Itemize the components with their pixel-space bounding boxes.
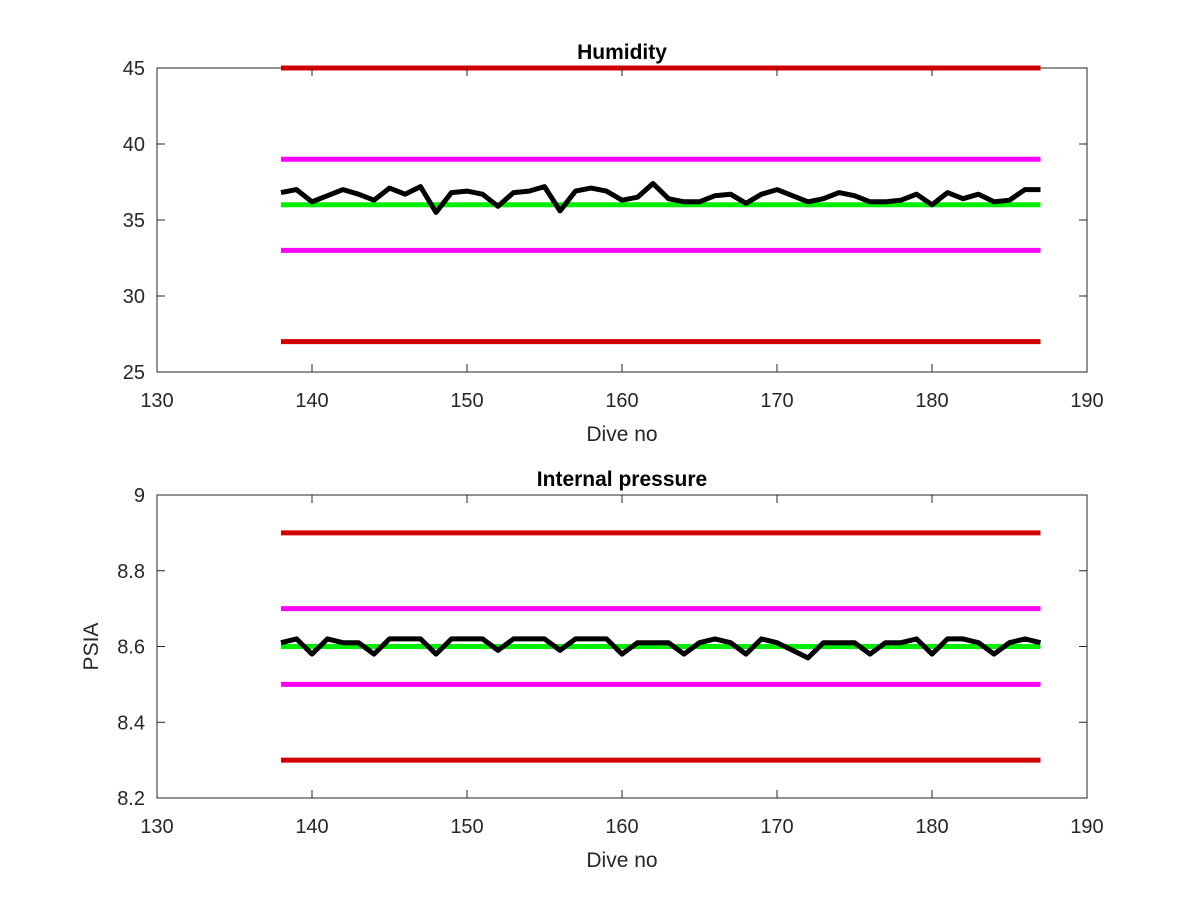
y-tick-label: 8.4 [117,712,145,734]
x-tick-label: 180 [915,390,948,412]
x-tick-label: 170 [760,390,793,412]
y-tick-label: 40 [123,134,145,156]
x-tick-label: 140 [295,816,328,838]
x-tick-label: 190 [1070,390,1103,412]
x-tick-label: 190 [1070,816,1103,838]
x-tick-label: 130 [140,390,173,412]
x-tick-label: 160 [605,390,638,412]
x-tick-label: 160 [605,816,638,838]
y-tick-label: 8.6 [117,637,145,659]
series-line [280,636,1042,661]
humidity-chart: 130 140 150 160 170 180 190 25 30 35 40 45 Humidity D… [123,41,1104,446]
x-tick-label: 130 [140,816,173,838]
y-tick-label: 8.2 [117,788,145,810]
internal-pressure-chart: 130 140 150 160 170 180 190 8.2 8.4 8.6 8.8 9 Intern… [80,468,1104,872]
series-line [280,181,1041,215]
x-axis-label: Dive no [586,849,657,872]
x-tick-label: 150 [450,816,483,838]
x-tick-label: 180 [915,816,948,838]
chart-title: Internal pressure [537,468,707,491]
y-tick-label: 35 [123,210,145,232]
x-tick-label: 140 [295,390,328,412]
y-tick-label: 45 [123,58,145,80]
chart-title: Humidity [577,41,667,64]
y-tick-label: 30 [123,286,145,308]
y-axis-label: PSIA [80,623,103,671]
x-axis-label: Dive no [586,423,657,446]
y-tick-label: 25 [123,362,145,384]
y-tick-label: 8.8 [117,561,145,583]
x-tick-label: 170 [760,816,793,838]
x-tick-label: 150 [450,390,483,412]
plot-area [156,67,1088,373]
y-tick-label: 9 [134,485,145,507]
